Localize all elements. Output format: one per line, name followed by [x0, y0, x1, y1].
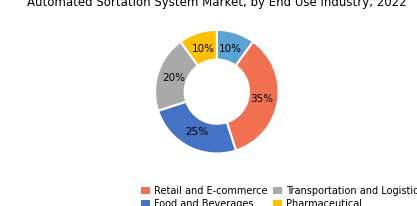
Wedge shape [155, 42, 198, 111]
Text: 10%: 10% [219, 44, 242, 54]
Wedge shape [158, 102, 236, 153]
Wedge shape [217, 30, 253, 66]
Text: 10%: 10% [191, 44, 214, 54]
Wedge shape [181, 30, 217, 66]
Wedge shape [227, 42, 279, 150]
Text: 25%: 25% [185, 127, 208, 137]
Text: 35%: 35% [250, 94, 273, 104]
Text: 20%: 20% [163, 73, 186, 83]
Title: Automated Sortation System Market, by End Use Industry, 2022: Automated Sortation System Market, by En… [27, 0, 407, 9]
Legend: Retail and E-commerce, Food and Beverages, Transportation and Logistics, Pharmac: Retail and E-commerce, Food and Beverage… [141, 186, 417, 206]
